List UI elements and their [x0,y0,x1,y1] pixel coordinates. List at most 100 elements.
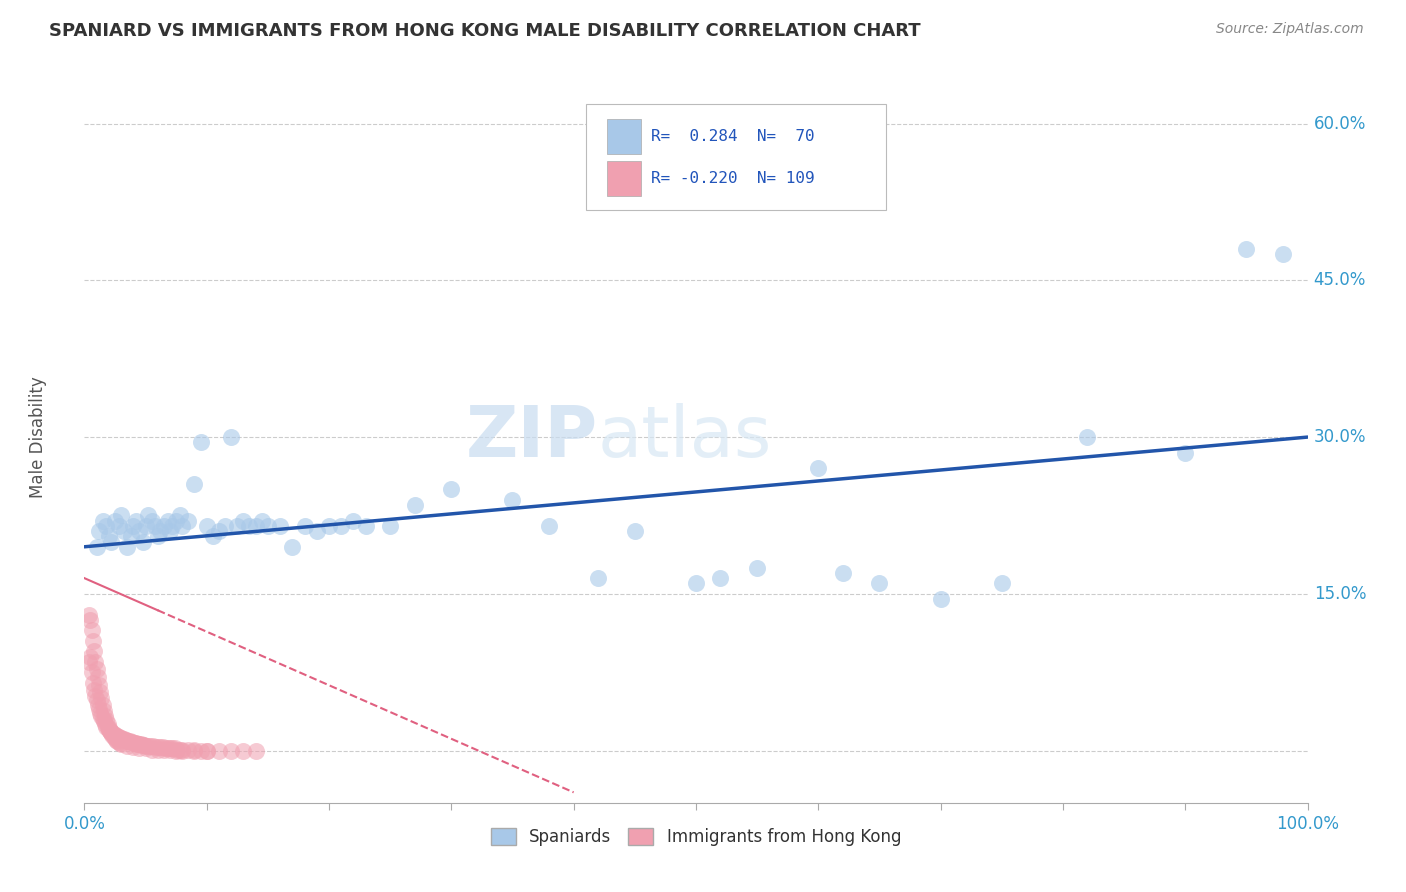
Point [149,524,172,538]
Point [90,709,112,723]
Point [105,729,128,743]
Point [104,514,127,528]
Point [105,729,128,743]
Point [146,740,169,755]
Point [226,519,249,533]
FancyBboxPatch shape [586,104,886,211]
Point [97,717,120,731]
Point [586,571,609,585]
Point [440,483,463,497]
Point [86,540,108,554]
Text: SPANIARD VS IMMIGRANTS FROM HONG KONG MALE DISABILITY CORRELATION CHART: SPANIARD VS IMMIGRANTS FROM HONG KONG MA… [49,22,921,40]
Point [91,698,114,712]
Point [502,492,524,507]
Point [125,737,148,751]
Point [232,743,254,757]
Point [83,682,105,697]
Point [219,743,242,757]
Point [709,571,731,585]
Point [195,743,218,757]
Point [195,519,218,533]
Point [747,560,769,574]
Point [132,739,155,753]
Point [112,524,135,538]
Point [624,524,647,538]
Point [131,739,153,753]
Point [685,576,707,591]
Point [245,519,267,533]
Point [96,519,118,533]
Point [245,743,267,757]
Point [107,735,129,749]
Point [84,690,107,704]
Point [129,737,152,751]
Point [77,607,100,622]
Point [1272,247,1295,261]
Point [190,743,212,757]
Point [111,732,134,747]
Point [330,519,353,533]
Point [79,613,101,627]
Point [97,723,120,737]
Point [122,740,145,755]
Point [87,678,110,692]
Point [136,508,159,523]
Point [87,670,110,684]
Point [125,514,148,528]
Point [94,709,117,723]
Point [141,514,163,528]
Point [380,519,402,533]
Point [83,644,105,658]
Point [238,519,260,533]
Bar [606,119,641,154]
Point [195,743,218,757]
Point [135,519,157,533]
Point [87,698,110,712]
Point [91,514,114,528]
Point [93,704,115,718]
Point [257,519,280,533]
Point [354,519,377,533]
Point [105,733,128,747]
Point [122,519,145,533]
Point [98,723,121,738]
Point [120,735,142,749]
Text: Male Disability: Male Disability [30,376,46,498]
Point [156,514,179,528]
Point [100,726,122,740]
Point [305,524,328,538]
Point [89,706,111,720]
Point [159,524,181,538]
Point [143,740,166,755]
Point [97,721,120,735]
Point [118,734,141,748]
Point [79,649,101,664]
Point [807,461,830,475]
Point [143,519,166,533]
Point [103,730,125,744]
Point [149,740,172,755]
Point [112,732,135,747]
Point [172,742,194,756]
Point [159,742,181,756]
Point [141,742,163,756]
Point [269,519,291,533]
Point [86,693,108,707]
Point [94,717,117,731]
Point [110,737,132,751]
Point [104,728,127,742]
Point [108,736,131,750]
Point [183,742,205,756]
Point [318,519,340,533]
Point [166,742,188,756]
Text: R=  0.284  N=  70: R= 0.284 N= 70 [651,129,814,144]
Point [250,514,273,528]
Point [105,734,128,748]
Point [96,719,118,733]
Point [1076,430,1098,444]
Point [115,540,138,554]
Point [281,540,304,554]
Point [538,519,561,533]
Point [156,741,179,756]
Point [82,633,104,648]
